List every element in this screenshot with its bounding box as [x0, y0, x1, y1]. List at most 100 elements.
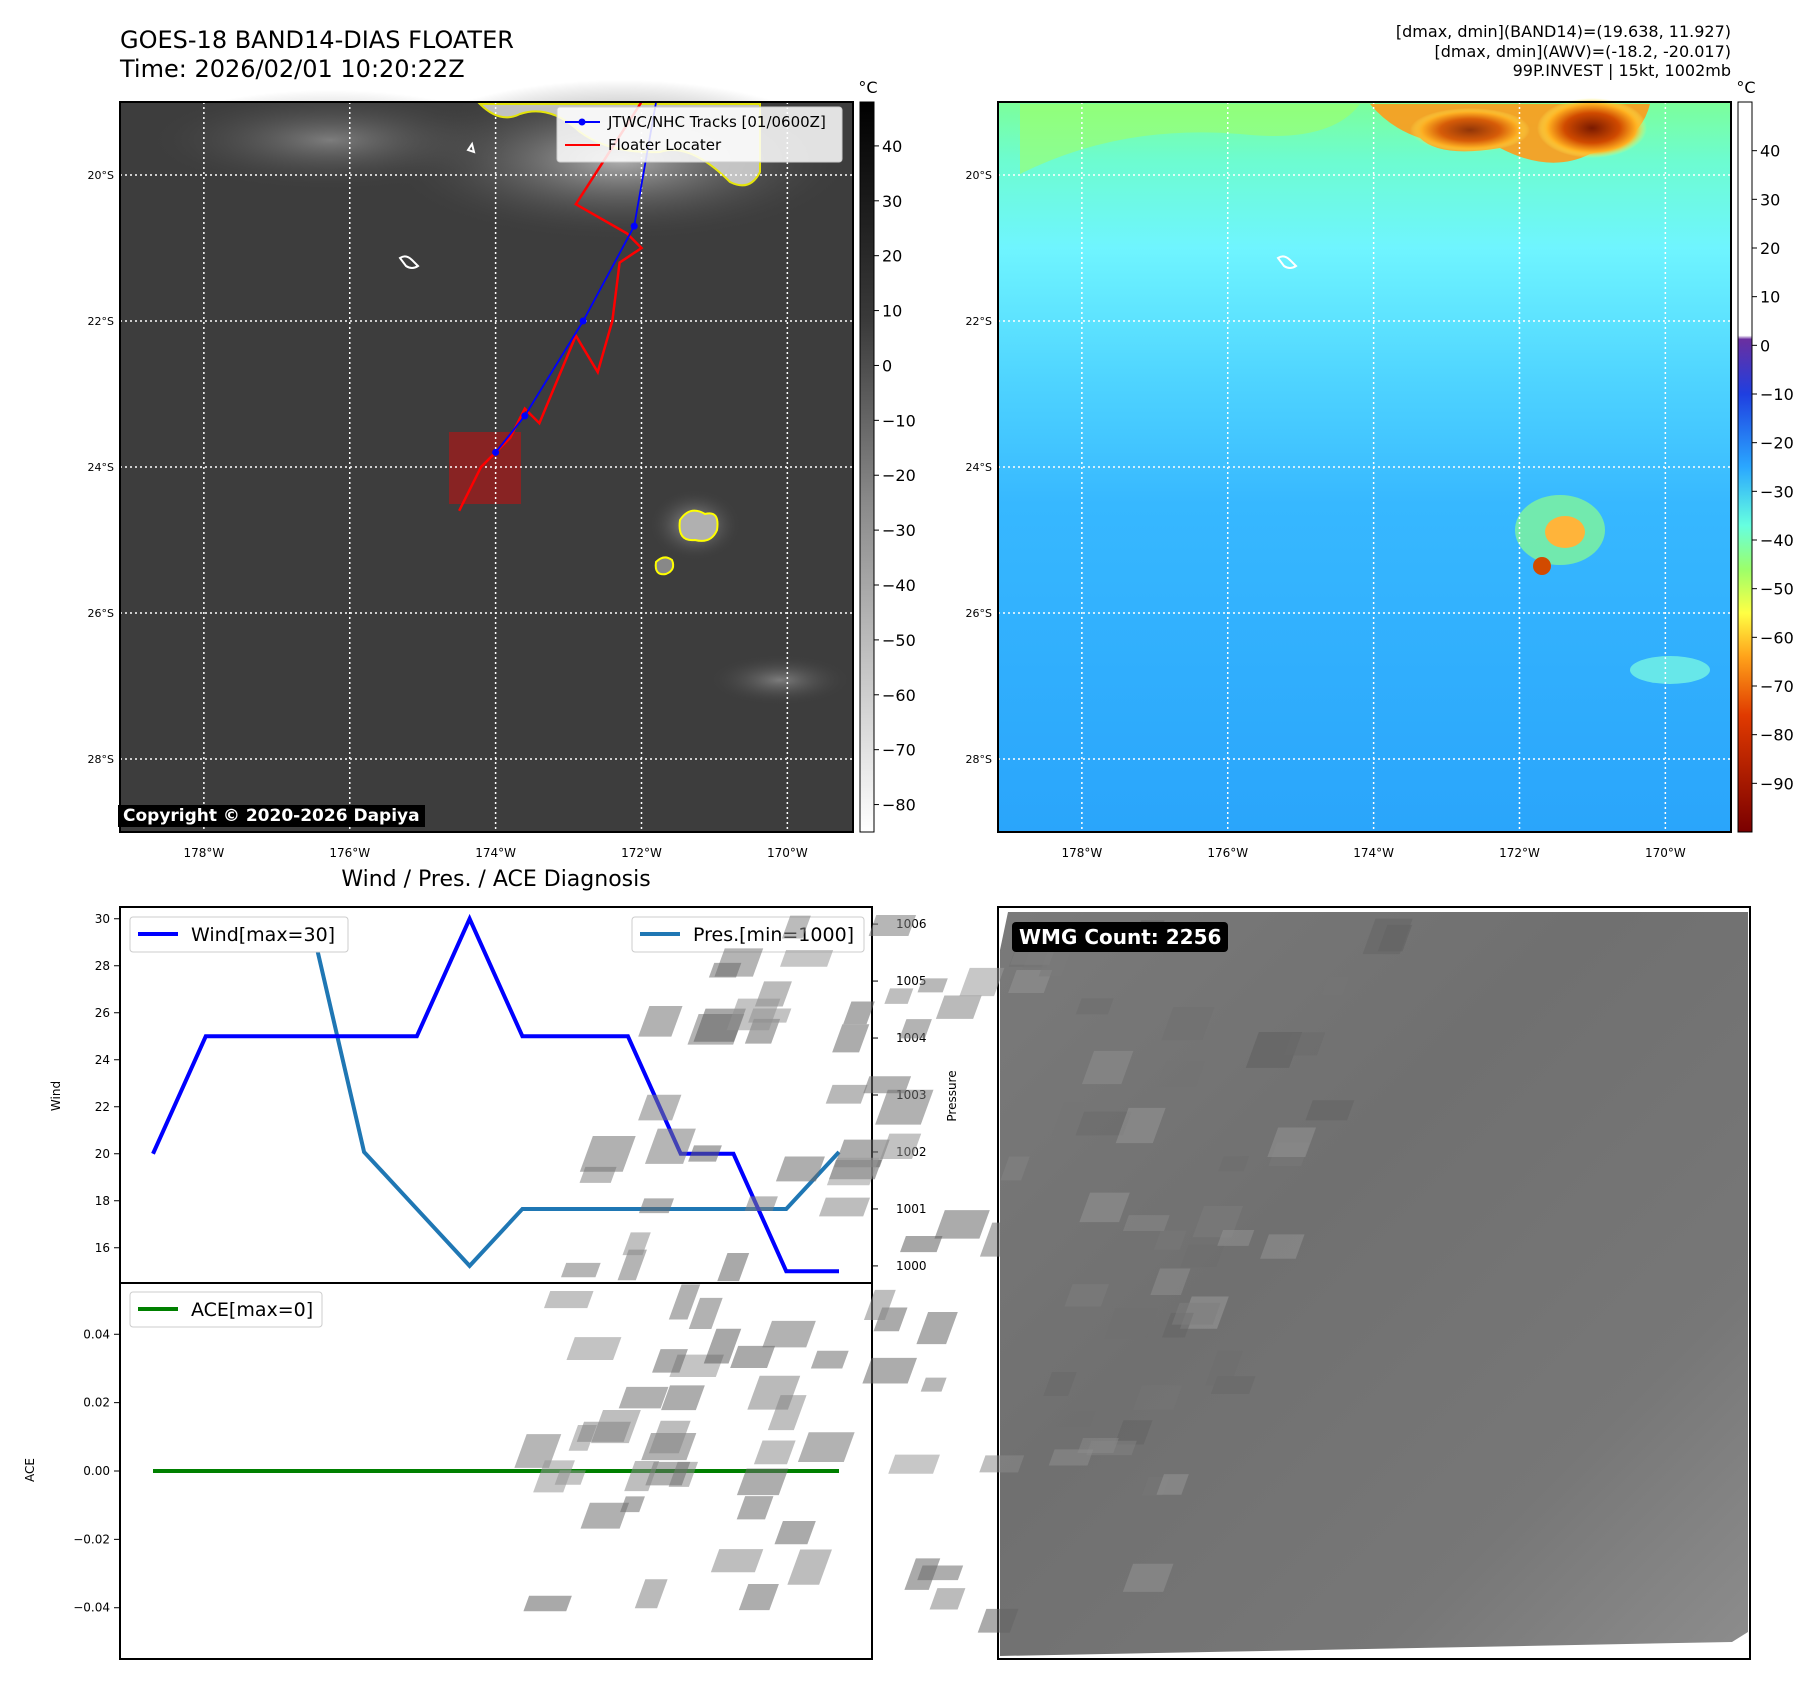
wmg-cell — [979, 1455, 1025, 1473]
wmg-cell — [1048, 1449, 1094, 1466]
wmg-cell — [832, 1024, 870, 1053]
wind-series-line — [151, 913, 839, 1274]
wmg-cell — [875, 1089, 934, 1125]
wmg-cell — [576, 1421, 631, 1442]
wmg-cell — [1171, 1302, 1221, 1325]
colorbar-tick-label: −90 — [1760, 774, 1794, 793]
band14-legend: JTWC/NHC Tracks [01/0600Z] Floater Locat… — [556, 106, 843, 163]
band14-colorbar-unit: °C — [858, 78, 877, 97]
jtwc-track-point — [521, 412, 529, 420]
legend-jtwc-label: JTWC/NHC Tracks [01/0600Z] — [607, 113, 826, 131]
wmg-panel — [514, 906, 1751, 1660]
wmg-cell — [826, 1157, 880, 1186]
wmg-cell — [566, 1337, 622, 1360]
wmg-cell — [762, 1320, 816, 1348]
wmg-cell — [1115, 1107, 1166, 1144]
wmg-cell — [717, 1253, 750, 1282]
lat-tick-label: 24°S — [88, 461, 114, 474]
wmg-cell — [617, 1249, 647, 1281]
wmg-cell — [638, 1094, 682, 1121]
wind-tick-label: 24 — [95, 1053, 110, 1067]
wmg-cell — [1161, 1007, 1215, 1041]
colorbar-tick-label: −80 — [882, 796, 916, 815]
wmg-cell — [810, 1350, 849, 1369]
island-outline — [398, 255, 420, 269]
wmg-cell — [514, 1434, 562, 1468]
wmg-cell — [979, 1222, 1027, 1257]
wmg-cell — [959, 967, 1005, 997]
wmg-cell — [688, 1145, 722, 1162]
colorbar-tick-label: −30 — [882, 521, 916, 540]
wmg-cell — [1245, 1032, 1303, 1068]
floater-box — [449, 432, 521, 504]
band14-map: 178°W 176°W 174°W 172°W 170°W 20°S 22°S 24°S 26°… — [88, 78, 916, 860]
lon-tick-label: 176°W — [329, 846, 370, 860]
wmg-cell — [661, 1385, 705, 1411]
wmg-cell — [843, 1001, 875, 1025]
wind-legend: Wind[max=30] — [129, 916, 349, 953]
wmg-cell — [1156, 1474, 1189, 1495]
wmg-cell — [638, 1198, 674, 1214]
ace-legend-label: ACE[max=0] — [191, 1299, 313, 1321]
wmg-cell — [708, 962, 742, 978]
wmg-cell — [862, 1357, 918, 1384]
colorbar-tick-label: −10 — [1760, 385, 1794, 404]
colorbar-tick-label: −40 — [882, 576, 916, 595]
lon-tick-label: 170°W — [767, 846, 808, 860]
band14-cloud-se — [710, 655, 850, 705]
colorbar-tick-label: −80 — [1760, 726, 1794, 745]
wmg-cell — [1051, 1102, 1085, 1136]
band14-cold-top-contour — [678, 509, 719, 542]
band14-cold-top-contour-2 — [654, 556, 675, 576]
wind-tick-label: 30 — [95, 912, 110, 926]
colorbar-tick-label: −40 — [1760, 531, 1794, 550]
wmg-cell — [934, 1210, 990, 1239]
wmg-cell — [935, 995, 982, 1019]
lat-tick-label: 24°S — [966, 461, 992, 474]
jtwc-track-point — [630, 222, 638, 230]
title-line-2: Time: 2026/02/01 10:20:22Z — [120, 55, 465, 83]
ace-tick-label: 0.02 — [83, 1396, 110, 1410]
wmg-cell — [863, 1076, 912, 1094]
wmg-cell — [753, 1440, 796, 1465]
wmg-cell — [880, 1133, 922, 1160]
wmg-cell — [818, 1197, 871, 1217]
wmg-cell — [1205, 1350, 1244, 1386]
wind-tick-label: 28 — [95, 959, 110, 973]
wmg-cell — [1054, 1410, 1097, 1428]
wmg-cell — [652, 1349, 688, 1373]
band14-colorbar-ticks: 40 30 20 10 0 −10 −20 −30 −40 −50 −60 −70 −80 — [874, 137, 916, 815]
band14-tracks — [458, 101, 657, 512]
awv-ticklabels: 178°W 176°W 174°W 172°W 170°W 20°S 22°S 24°S 26°… — [966, 169, 1686, 860]
wmg-cell — [920, 1377, 947, 1392]
wmg-cell — [736, 1468, 789, 1496]
wmg-cell — [523, 1595, 572, 1612]
awv-green-band — [1020, 104, 1360, 174]
wmg-cell — [668, 1284, 701, 1320]
lat-tick-label: 28°S — [88, 753, 114, 766]
wmg-cell — [744, 1196, 778, 1212]
wmg-cell — [703, 1328, 742, 1364]
island-outline-2 — [466, 141, 476, 154]
wmg-cell — [638, 1005, 683, 1037]
awv-map: 178°W 176°W 174°W 172°W 170°W 20°S 22°S 24°S 26°… — [966, 78, 1794, 860]
wind-tick-label: 20 — [95, 1147, 110, 1161]
lon-tick-label: 176°W — [1207, 846, 1248, 860]
wmg-cell — [900, 1235, 943, 1253]
wmg-cell — [916, 1311, 958, 1345]
title-line-1: GOES-18 BAND14-DIAS FLOATER — [120, 26, 514, 54]
wmg-cell — [797, 1432, 855, 1462]
lon-tick-label: 174°W — [475, 846, 516, 860]
info-line-1: [dmax, dmin](BAND14)=(19.638, 11.927) — [1395, 22, 1731, 41]
lat-tick-label: 22°S — [88, 315, 114, 328]
wmg-cell — [1000, 1156, 1030, 1181]
copyright-label: Copyright © 2020-2026 Dapiya — [118, 805, 425, 827]
ace-tick-label: −0.02 — [73, 1532, 110, 1546]
figure-title: GOES-18 BAND14-DIAS FLOATER Time: 2026/0… — [120, 26, 514, 84]
band14-frame — [119, 101, 854, 833]
wind-tick-label: 16 — [95, 1241, 110, 1255]
wmg-cell — [929, 1588, 966, 1610]
ace-tick-label: 0.00 — [83, 1464, 110, 1478]
colorbar-tick-label: 20 — [1760, 239, 1780, 258]
wmg-cell — [787, 1549, 832, 1585]
